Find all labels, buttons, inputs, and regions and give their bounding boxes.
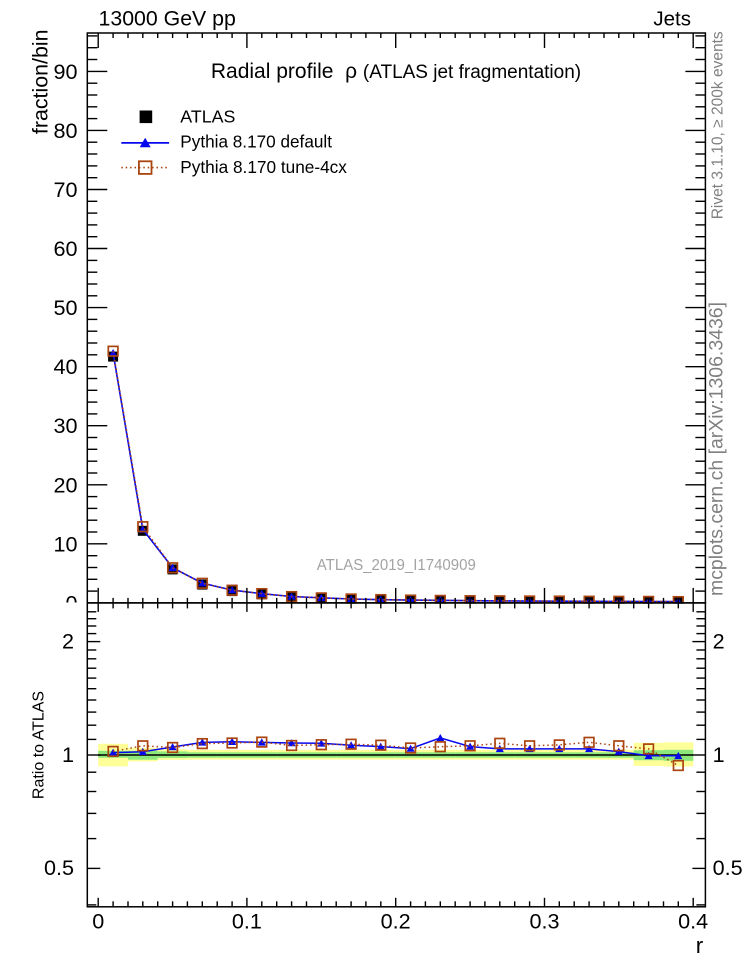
svg-text:1: 1 xyxy=(713,742,725,767)
svg-text:2: 2 xyxy=(62,628,74,653)
svg-text:90: 90 xyxy=(53,59,77,84)
svg-text:13000 GeV pp: 13000 GeV pp xyxy=(99,7,236,31)
svg-text:1: 1 xyxy=(62,742,74,767)
svg-text:Pythia 8.170 default: Pythia 8.170 default xyxy=(180,131,332,151)
svg-text:0.2: 0.2 xyxy=(381,908,411,933)
svg-text:0.5: 0.5 xyxy=(44,855,74,880)
svg-text:80: 80 xyxy=(53,118,77,143)
svg-text:60: 60 xyxy=(53,236,77,261)
svg-text:40: 40 xyxy=(53,354,77,379)
svg-text:50: 50 xyxy=(53,295,77,320)
svg-text:0: 0 xyxy=(92,908,104,933)
svg-text:0.3: 0.3 xyxy=(529,908,559,933)
svg-text:Rivet 3.1.10, ≥ 200k events: Rivet 3.1.10, ≥ 200k events xyxy=(709,31,726,219)
svg-text:0.1: 0.1 xyxy=(232,908,262,933)
svg-text:20: 20 xyxy=(53,472,77,497)
svg-text:ATLAS: ATLAS xyxy=(180,106,235,126)
svg-text:10: 10 xyxy=(53,531,77,556)
svg-text:0: 0 xyxy=(65,590,77,615)
svg-text:Pythia 8.170 tune-4cx: Pythia 8.170 tune-4cx xyxy=(180,157,347,177)
svg-text:0.4: 0.4 xyxy=(678,908,708,933)
svg-text:ATLAS_2019_I1740909: ATLAS_2019_I1740909 xyxy=(317,557,476,574)
svg-text:mcplots.cern.ch [arXiv:1306.34: mcplots.cern.ch [arXiv:1306.3436] xyxy=(705,302,727,596)
svg-text:2: 2 xyxy=(713,628,725,653)
svg-text:Radial profile ρ (ATLAS jet f: Radial profile ρ (ATLAS jet fragmentatio… xyxy=(211,60,581,83)
svg-text:fraction/bin: fraction/bin xyxy=(28,29,52,134)
svg-text:0.5: 0.5 xyxy=(713,855,743,880)
svg-text:Ratio to ATLAS: Ratio to ATLAS xyxy=(30,691,47,799)
svg-text:Jets: Jets xyxy=(653,8,691,31)
svg-text:70: 70 xyxy=(53,177,77,202)
svg-text:30: 30 xyxy=(53,413,77,438)
svg-text:r: r xyxy=(696,933,704,958)
